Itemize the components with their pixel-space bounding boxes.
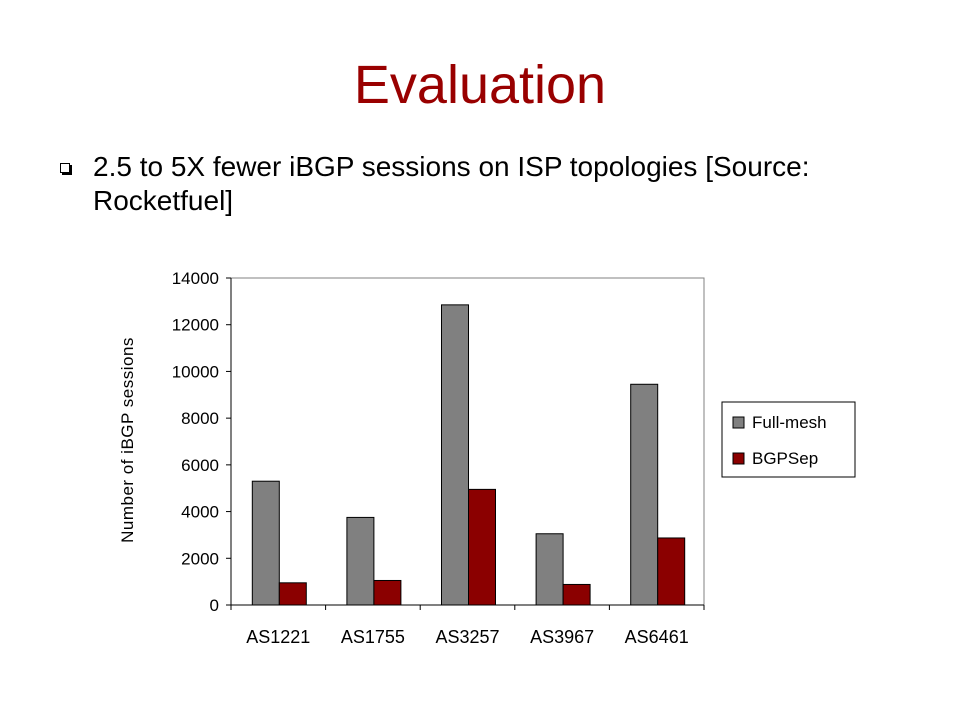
x-axis: AS1221 AS1755 AS3257 AS3967 AS6461 — [230, 604, 705, 647]
y-axis: 0 2000 4000 6000 8000 10000 12000 14000 — [172, 269, 232, 615]
legend-label-full-mesh: Full-mesh — [752, 413, 827, 432]
square-bullet-icon — [60, 163, 70, 173]
bar-full-mesh-as1221 — [251, 480, 280, 606]
bar-bgpsep-as6461 — [657, 537, 686, 606]
y-tick-label: 12000 — [172, 316, 219, 335]
bar-full-mesh-as3257 — [441, 304, 469, 606]
y-tick-label: 4000 — [181, 503, 219, 522]
x-tick-label: AS3257 — [435, 627, 499, 647]
bullet-text: 2.5 to 5X fewer iBGP sessions on ISP top… — [93, 151, 810, 216]
slide-title: Evaluation — [353, 55, 607, 115]
bar-full-mesh-as6461 — [630, 383, 659, 606]
x-tick-label: AS3967 — [530, 627, 594, 647]
x-tick-label: AS6461 — [625, 627, 689, 647]
y-tick-label: 0 — [210, 596, 219, 615]
y-axis-label: Number of iBGP sessions — [118, 337, 137, 543]
bar-bgpsep-as3257 — [468, 488, 496, 606]
bar-bgpsep-as1221 — [278, 582, 307, 606]
y-tick-label: 6000 — [181, 456, 219, 475]
bar-full-mesh-as3967 — [535, 533, 564, 606]
y-tick-label: 8000 — [181, 409, 219, 428]
legend-swatch-bgpsep — [732, 452, 745, 465]
y-tick-label: 2000 — [181, 549, 219, 568]
y-tick-label: 14000 — [172, 269, 219, 288]
bar-bgpsep-as3967 — [562, 583, 591, 606]
bar-bgpsep-as1755 — [373, 579, 402, 606]
legend-swatch-full-mesh — [732, 416, 745, 429]
x-tick-label: AS1755 — [341, 627, 405, 647]
bar-full-mesh-as1755 — [346, 516, 375, 606]
x-tick-label: AS1221 — [246, 627, 310, 647]
legend: Full-mesh BGPSep — [721, 401, 856, 478]
legend-label-bgpsep: BGPSep — [752, 449, 818, 468]
y-tick-label: 10000 — [172, 362, 219, 381]
